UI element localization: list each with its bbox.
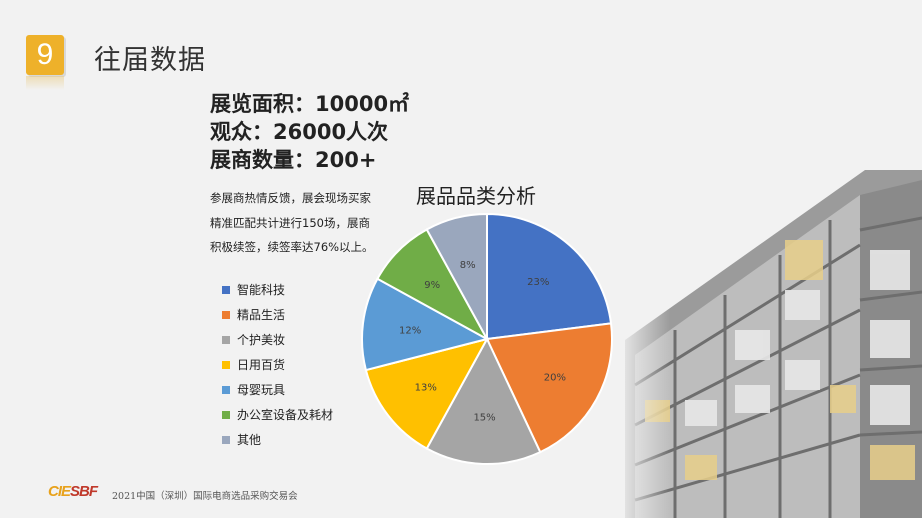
pie-slice <box>486 212 613 341</box>
chart-legend: 智能科技精品生活个护美妆日用百货母婴玩具办公室设备及耗材 其他 <box>222 277 333 452</box>
legend-swatch <box>222 310 230 319</box>
pie-slice <box>361 277 490 372</box>
legend-label: 智能科技 <box>237 283 286 297</box>
legend-swatch <box>222 435 230 444</box>
section-number-badge: 9 <box>26 35 64 75</box>
chart-title: 展品品类分析 <box>416 184 536 208</box>
description-line: 参展商热情反馈，展会现场买家 <box>210 191 371 205</box>
legend-item: 其他 <box>222 427 333 452</box>
legend-item: 母婴玩具 <box>222 377 333 402</box>
stat-audience: 观众：26000人次 <box>210 120 389 144</box>
pie-slice <box>485 322 613 454</box>
description-line: 精准匹配共计进行150场，展商 <box>210 215 370 230</box>
legend-label: 母婴玩具 <box>237 383 286 397</box>
legend-swatch <box>222 335 230 344</box>
footer-text: 2021中国（深圳）国际电商选品采购交易会 <box>112 491 298 502</box>
description-text: 参展商热情反馈，展会现场买家 精准匹配共计进行150场，展商 积极续签，续签率达… <box>210 186 405 260</box>
pie-chart: 23% 20% 15% 13% 12% 9% 8% <box>361 212 613 465</box>
slice-label: 23% <box>527 277 549 288</box>
slice-label: 20% <box>544 372 566 383</box>
stat-area: 展览面积：10000㎡ <box>210 92 410 116</box>
legend-swatch <box>222 285 230 294</box>
legend-label: 个护美妆 <box>237 333 286 347</box>
legend-item: 个护美妆 <box>222 327 333 352</box>
slice-label: 8% <box>460 260 476 271</box>
badge-reflection <box>26 76 64 90</box>
legend-swatch <box>222 410 230 419</box>
page-title: 往届数据 <box>94 45 206 76</box>
stat-exhibitors: 展商数量：200+ <box>210 148 377 172</box>
legend-label: 办公室设备及耗材 <box>237 408 334 422</box>
legend-item: 办公室设备及耗材 <box>222 402 333 427</box>
legend-item: 日用百货 <box>222 352 333 377</box>
pie-slice <box>425 212 488 340</box>
description-line: 积极续签，续签率达76%以上。 <box>210 240 374 254</box>
legend-swatch <box>222 360 230 369</box>
legend-label: 日用百货 <box>237 358 286 372</box>
slice-label: 12% <box>399 325 421 336</box>
pie-slice <box>364 337 489 450</box>
slice-label: 15% <box>473 412 495 423</box>
legend-item: 智能科技 <box>222 277 333 302</box>
legend-label: 精品生活 <box>237 308 286 322</box>
warehouse-shelves-image <box>615 170 922 518</box>
pie-slice <box>425 336 542 465</box>
legend-label: 其他 <box>237 433 262 447</box>
organizer-logo: CIESBF <box>48 483 98 500</box>
slice-label: 9% <box>424 280 440 291</box>
legend-item: 精品生活 <box>222 302 333 327</box>
legend-swatch <box>222 385 230 394</box>
slice-label: 13% <box>415 383 437 394</box>
